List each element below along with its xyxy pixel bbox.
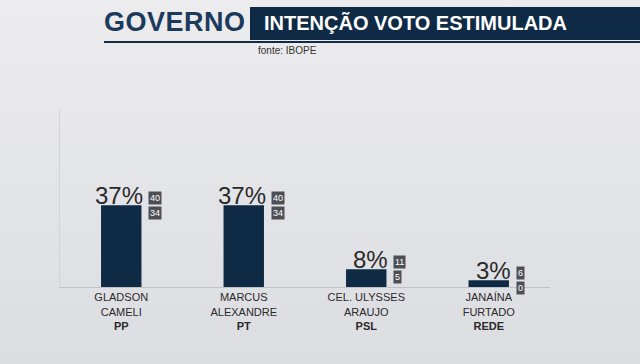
svg-text:8%: 8% xyxy=(353,246,388,273)
svg-text:11: 11 xyxy=(395,257,404,267)
html-text:fonte: IBOPE: fonte: IBOPE xyxy=(258,45,317,56)
svg-text:37%: 37% xyxy=(218,182,266,209)
svg-text:34: 34 xyxy=(150,208,160,218)
svg-text:40: 40 xyxy=(273,193,283,203)
html-text:INTENÇÃO VOTO ESTIMULADA: INTENÇÃO VOTO ESTIMULADA xyxy=(264,12,567,34)
svg-text:GLADSONCAMELIPP: GLADSONCAMELIPP xyxy=(94,291,148,332)
svg-text:5: 5 xyxy=(395,272,400,282)
svg-text:37%: 37% xyxy=(95,182,143,209)
svg-text:MARCUSALEXANDREPT: MARCUSALEXANDREPT xyxy=(210,291,277,332)
svg-text:3%: 3% xyxy=(476,257,511,284)
svg-text:40: 40 xyxy=(150,193,160,203)
svg-text:CEL. ULYSSESARAUJOPSL: CEL. ULYSSESARAUJOPSL xyxy=(328,291,405,332)
svg-text:34: 34 xyxy=(273,208,283,218)
svg-text:6: 6 xyxy=(518,268,523,278)
html-text:GOVERNO: GOVERNO xyxy=(104,7,246,37)
svg-text:0: 0 xyxy=(518,283,523,293)
svg-text:JANAÍNAFURTADOREDE: JANAÍNAFURTADOREDE xyxy=(463,291,516,332)
